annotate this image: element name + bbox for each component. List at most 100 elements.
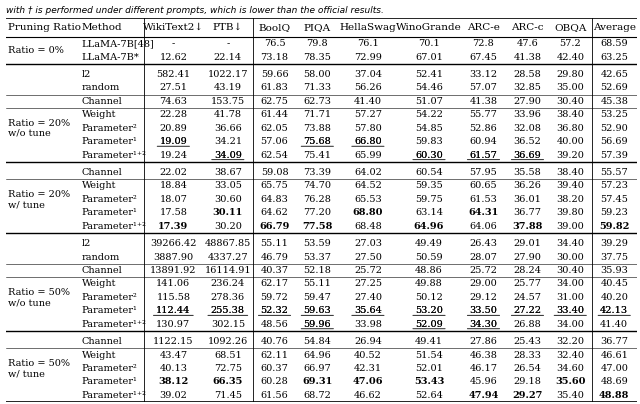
Text: ARC-c: ARC-c bbox=[511, 23, 544, 32]
Text: 33.12: 33.12 bbox=[469, 70, 497, 79]
Text: l2: l2 bbox=[81, 70, 91, 79]
Text: random: random bbox=[81, 252, 120, 261]
Text: 54.84: 54.84 bbox=[303, 337, 332, 346]
Text: 33.50: 33.50 bbox=[470, 306, 497, 315]
Text: 66.97: 66.97 bbox=[303, 364, 331, 373]
Text: 29.12: 29.12 bbox=[470, 293, 497, 302]
Text: 19.24: 19.24 bbox=[159, 151, 188, 160]
Text: 40.52: 40.52 bbox=[354, 351, 382, 360]
Text: 52.01: 52.01 bbox=[415, 364, 443, 373]
Text: Parameter¹⁺²: Parameter¹⁺² bbox=[81, 222, 147, 231]
Text: 65.75: 65.75 bbox=[260, 181, 289, 190]
Text: 27.90: 27.90 bbox=[513, 97, 541, 106]
Text: 24.57: 24.57 bbox=[513, 293, 541, 302]
Text: 27.90: 27.90 bbox=[513, 252, 541, 261]
Text: 48.56: 48.56 bbox=[260, 320, 289, 328]
Text: 36.77: 36.77 bbox=[600, 337, 628, 346]
Text: 22.02: 22.02 bbox=[159, 168, 188, 177]
Text: Average: Average bbox=[593, 23, 636, 32]
Text: 77.20: 77.20 bbox=[303, 208, 332, 217]
Text: 62.05: 62.05 bbox=[260, 124, 289, 133]
Text: 59.66: 59.66 bbox=[260, 70, 289, 79]
Text: 25.77: 25.77 bbox=[513, 280, 541, 288]
Text: 72.99: 72.99 bbox=[354, 53, 382, 61]
Text: 66.79: 66.79 bbox=[259, 222, 290, 231]
Text: 28.58: 28.58 bbox=[513, 70, 541, 79]
Text: 74.70: 74.70 bbox=[303, 181, 332, 190]
Text: 34.09: 34.09 bbox=[214, 151, 242, 160]
Text: 53.20: 53.20 bbox=[415, 306, 443, 315]
Text: 76.1: 76.1 bbox=[357, 39, 379, 48]
Text: 42.40: 42.40 bbox=[556, 53, 584, 61]
Text: 36.69: 36.69 bbox=[513, 151, 541, 160]
Text: 45.38: 45.38 bbox=[600, 97, 628, 106]
Text: 53.37: 53.37 bbox=[303, 252, 332, 261]
Text: 36.80: 36.80 bbox=[556, 124, 584, 133]
Text: 34.21: 34.21 bbox=[214, 137, 242, 146]
Text: 54.46: 54.46 bbox=[415, 84, 443, 93]
Text: 22.14: 22.14 bbox=[214, 53, 242, 61]
Text: 34.30: 34.30 bbox=[470, 320, 497, 328]
Text: 26.43: 26.43 bbox=[470, 239, 497, 248]
Text: 57.07: 57.07 bbox=[470, 84, 497, 93]
Text: 30.00: 30.00 bbox=[556, 252, 584, 261]
Text: 51.54: 51.54 bbox=[415, 351, 443, 360]
Text: 1022.17: 1022.17 bbox=[207, 70, 248, 79]
Text: 39.40: 39.40 bbox=[556, 181, 584, 190]
Text: Channel: Channel bbox=[81, 168, 122, 177]
Text: 39.80: 39.80 bbox=[556, 208, 584, 217]
Text: 33.98: 33.98 bbox=[354, 320, 382, 328]
Text: 27.22: 27.22 bbox=[513, 306, 541, 315]
Text: Parameter¹: Parameter¹ bbox=[81, 208, 138, 217]
Text: 61.56: 61.56 bbox=[260, 391, 289, 400]
Text: 38.20: 38.20 bbox=[556, 195, 584, 204]
Text: 57.95: 57.95 bbox=[470, 168, 497, 177]
Text: 34.40: 34.40 bbox=[556, 239, 584, 248]
Text: 3887.90: 3887.90 bbox=[153, 252, 193, 261]
Text: 55.11: 55.11 bbox=[260, 239, 289, 248]
Text: 45.96: 45.96 bbox=[470, 377, 497, 386]
Text: 64.62: 64.62 bbox=[260, 208, 289, 217]
Text: 48.88: 48.88 bbox=[599, 391, 629, 400]
Text: 46.61: 46.61 bbox=[600, 351, 628, 360]
Text: 52.86: 52.86 bbox=[470, 124, 497, 133]
Text: Weight: Weight bbox=[81, 351, 116, 360]
Text: 41.40: 41.40 bbox=[354, 97, 382, 106]
Text: 34.00: 34.00 bbox=[556, 320, 584, 328]
Text: 26.94: 26.94 bbox=[354, 337, 382, 346]
Text: 46.62: 46.62 bbox=[354, 391, 382, 400]
Text: 64.96: 64.96 bbox=[303, 351, 331, 360]
Text: HellaSwag: HellaSwag bbox=[340, 23, 396, 32]
Text: Ratio = 20%
w/o tune: Ratio = 20% w/o tune bbox=[8, 118, 70, 138]
Text: Method: Method bbox=[81, 23, 122, 32]
Text: 36.26: 36.26 bbox=[513, 181, 541, 190]
Text: 73.88: 73.88 bbox=[303, 124, 332, 133]
Text: Parameter²: Parameter² bbox=[81, 364, 138, 373]
Text: 57.2: 57.2 bbox=[559, 39, 581, 48]
Text: 26.88: 26.88 bbox=[513, 320, 541, 328]
Text: 130.97: 130.97 bbox=[156, 320, 191, 328]
Text: 55.11: 55.11 bbox=[303, 280, 332, 288]
Text: 35.64: 35.64 bbox=[354, 306, 382, 315]
Text: 62.17: 62.17 bbox=[260, 280, 289, 288]
Text: 40.00: 40.00 bbox=[556, 137, 584, 146]
Text: 1122.15: 1122.15 bbox=[153, 337, 193, 346]
Text: 29.01: 29.01 bbox=[513, 239, 541, 248]
Text: 30.20: 30.20 bbox=[214, 222, 242, 231]
Text: 49.49: 49.49 bbox=[415, 239, 443, 248]
Text: 72.8: 72.8 bbox=[472, 39, 494, 48]
Text: 67.45: 67.45 bbox=[470, 53, 497, 61]
Text: 61.44: 61.44 bbox=[260, 110, 289, 119]
Text: 71.45: 71.45 bbox=[214, 391, 242, 400]
Text: 66.80: 66.80 bbox=[354, 137, 381, 146]
Text: 37.75: 37.75 bbox=[600, 252, 628, 261]
Text: 59.96: 59.96 bbox=[303, 320, 331, 328]
Text: 43.47: 43.47 bbox=[159, 351, 188, 360]
Text: 55.77: 55.77 bbox=[470, 110, 497, 119]
Text: random: random bbox=[81, 84, 120, 93]
Text: 60.30: 60.30 bbox=[415, 151, 443, 160]
Text: Parameter²: Parameter² bbox=[81, 293, 138, 302]
Text: 32.20: 32.20 bbox=[556, 337, 584, 346]
Text: 255.38: 255.38 bbox=[211, 306, 245, 315]
Text: Parameter²: Parameter² bbox=[81, 195, 138, 204]
